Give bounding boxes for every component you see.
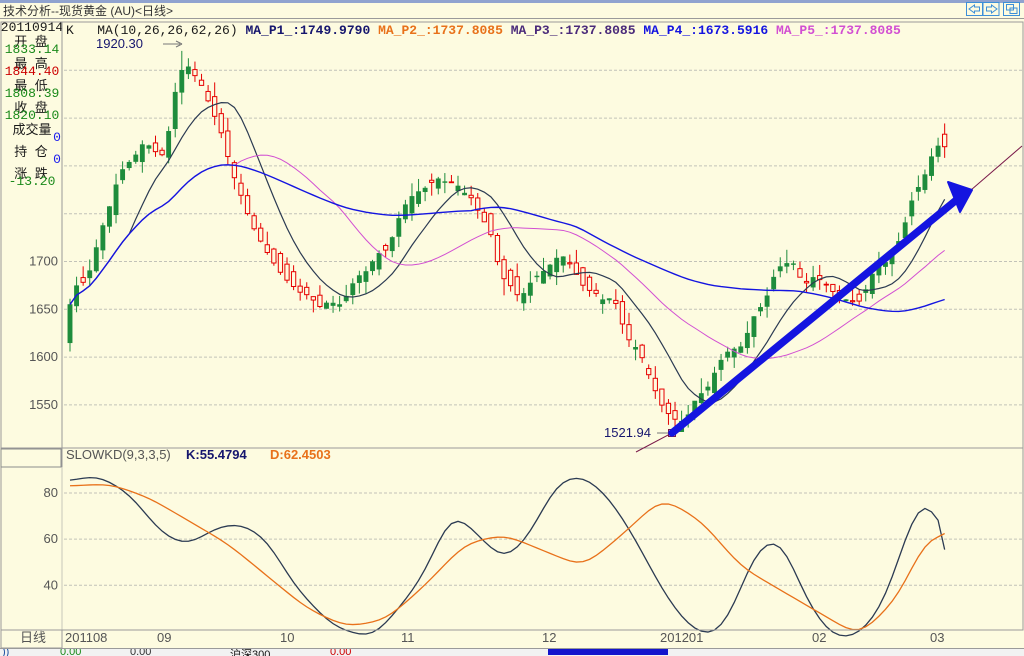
svg-text:1600: 1600 xyxy=(29,349,58,364)
svg-text:1700: 1700 xyxy=(29,254,58,269)
svg-text:12: 12 xyxy=(542,630,556,645)
svg-text:201201: 201201 xyxy=(660,630,703,645)
svg-text:03: 03 xyxy=(930,630,944,645)
svg-text:10: 10 xyxy=(280,630,294,645)
svg-text:K:55.4794: K:55.4794 xyxy=(186,447,247,462)
svg-text:201108: 201108 xyxy=(65,630,107,645)
svg-text:11: 11 xyxy=(401,630,415,645)
svg-text:D:62.4503: D:62.4503 xyxy=(270,447,331,462)
svg-text:SLOWKD(9,3,3,5): SLOWKD(9,3,3,5) xyxy=(66,447,171,462)
svg-text:40: 40 xyxy=(44,577,58,592)
svg-text:日线: 日线 xyxy=(20,630,46,645)
svg-text:02: 02 xyxy=(812,630,826,645)
svg-text:1521.94: 1521.94 xyxy=(604,425,651,440)
svg-text:60: 60 xyxy=(44,531,58,546)
svg-text:1920.30: 1920.30 xyxy=(96,36,143,51)
svg-text:1550: 1550 xyxy=(29,397,58,412)
svg-text:80: 80 xyxy=(44,485,58,500)
svg-text:1650: 1650 xyxy=(29,301,58,316)
svg-text:09: 09 xyxy=(157,630,171,645)
